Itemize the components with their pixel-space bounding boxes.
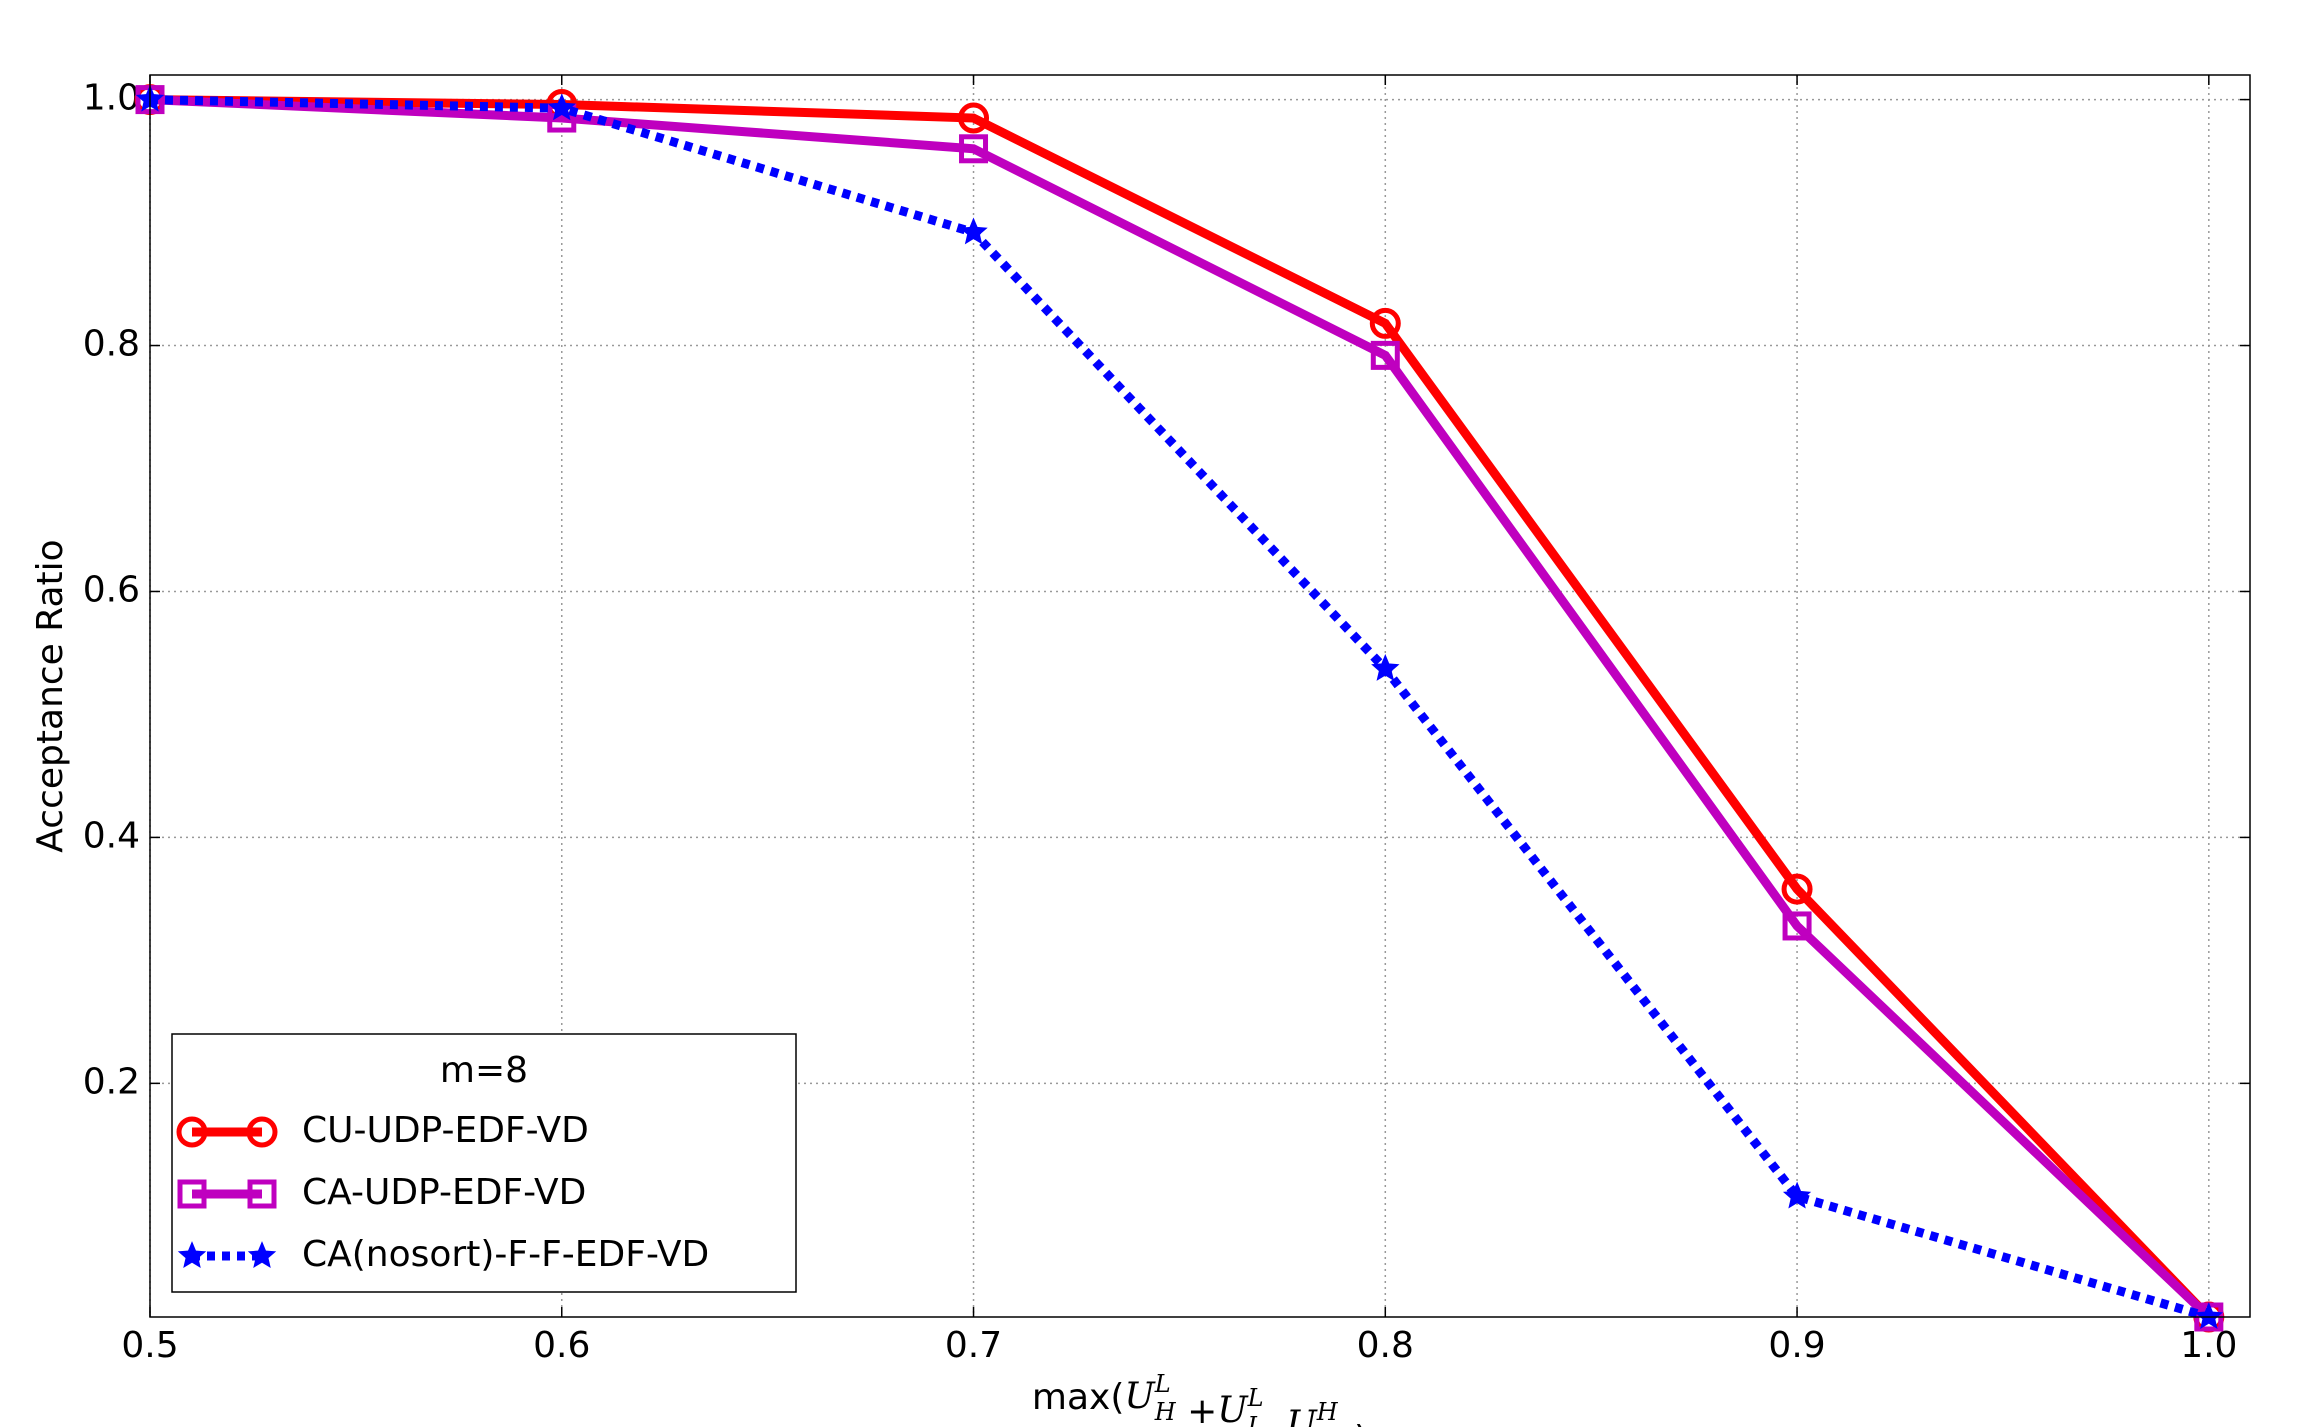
legend-title: m=8 [440, 1050, 528, 1091]
legend-label: CA-UDP-EDF-VD [302, 1172, 586, 1213]
legend-marker [177, 1179, 207, 1209]
series-line [149, 95, 2213, 1321]
y-tick-label: 0.2 [83, 1061, 140, 1102]
data-point [1782, 911, 1812, 941]
legend-marker [246, 1116, 278, 1148]
legend-marker [247, 1241, 277, 1269]
data-point [547, 93, 576, 121]
legend-marker [176, 1116, 208, 1148]
legend-marker [177, 1241, 207, 1269]
data-point [1781, 873, 1813, 905]
y-tick-label: 0.4 [83, 815, 140, 856]
series-line [149, 95, 2211, 1322]
legend-label: CA(nosort)-F-F-EDF-VD [302, 1234, 709, 1275]
y-tick-label: 1.0 [83, 78, 140, 119]
x-tick-label: 0.5 [121, 1325, 178, 1366]
series-line [149, 95, 2212, 1321]
data-point [959, 217, 988, 245]
data-point [959, 134, 989, 164]
y-tick-label: 0.8 [83, 324, 140, 365]
legend-label: CU-UDP-EDF-VD [302, 1110, 589, 1151]
x-axis-label: max(ULH +ULL ,UHH ) [1032, 1370, 1368, 1427]
x-tick-label: 0.7 [945, 1325, 1002, 1366]
x-tick-label: 0.8 [1357, 1325, 1414, 1366]
data-point [2194, 1302, 2224, 1330]
x-tick-label: 0.6 [533, 1325, 590, 1366]
legend-marker [247, 1179, 277, 1209]
data-point [1782, 1181, 1812, 1209]
data-point [1369, 307, 1401, 339]
data-point [1371, 653, 1400, 681]
data-point [958, 102, 990, 134]
y-tick-label: 0.6 [83, 569, 140, 610]
plot-frame [149, 74, 2251, 1318]
x-tick-label: 0.9 [1768, 1325, 1825, 1366]
data-point [1370, 340, 1400, 370]
y-axis-label: Acceptance Ratio [30, 539, 71, 852]
legend-box [171, 1033, 797, 1293]
